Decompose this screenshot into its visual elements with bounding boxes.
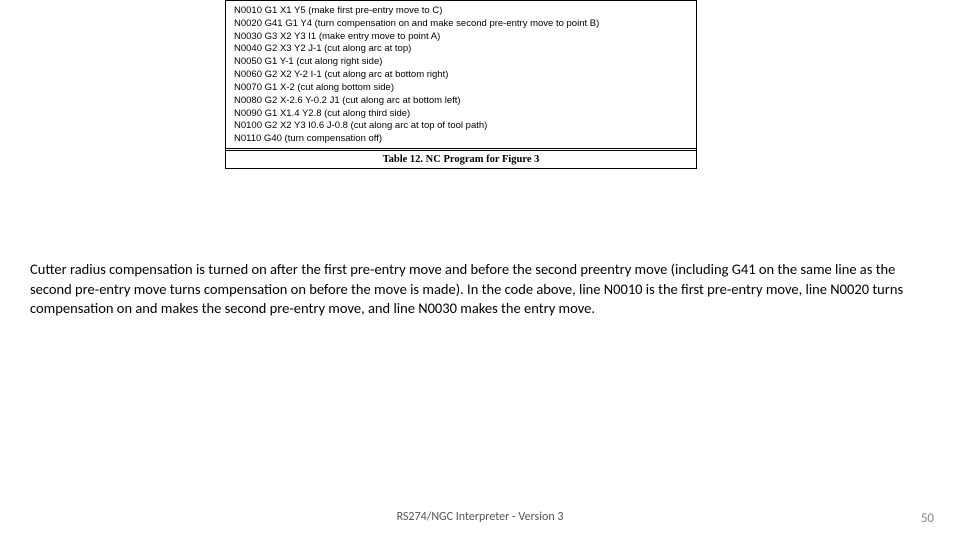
- code-line: N0070 G1 X-2 (cut along bottom side): [234, 82, 688, 95]
- code-comment: (cut along right side): [296, 56, 382, 67]
- footer-center: RS274/NGC Interpreter - Version 3: [0, 510, 960, 524]
- table-caption: Table 12. NC Program for Figure 3: [226, 151, 696, 168]
- code-line: N0110 G40 (turn compensation off): [234, 133, 688, 146]
- code-line: N0090 G1 X1.4 Y2.8 (cut along third side…: [234, 108, 688, 121]
- code-cmd: N0010 G1 X1 Y5: [234, 5, 306, 16]
- code-comment: (make entry move to point A): [319, 31, 440, 42]
- code-comment: (cut along arc at top): [324, 43, 411, 54]
- code-comment: (turn compensation off): [285, 133, 383, 144]
- code-line: N0040 G2 X3 Y2 J-1 (cut along arc at top…: [234, 43, 688, 56]
- code-cmd: N0020 G41 G1 Y4: [234, 18, 312, 29]
- page-number: 50: [921, 511, 934, 526]
- code-comment: (cut along arc at bottom left): [342, 95, 460, 106]
- code-comment: (make first pre-entry move to C): [308, 5, 442, 16]
- code-cmd: N0100 G2 X2 Y3 I0.6 J-0.8: [234, 120, 348, 131]
- code-block: N0010 G1 X1 Y5 (make first pre-entry mov…: [226, 1, 696, 151]
- body-paragraph: Cutter radius compensation is turned on …: [30, 260, 932, 319]
- code-cmd: N0030 G3 X2 Y3 I1: [234, 31, 316, 42]
- code-cmd: N0050 G1 Y-1: [234, 56, 294, 67]
- code-comment: (cut along arc at bottom right): [324, 69, 448, 80]
- code-line: N0030 G3 X2 Y3 I1 (make entry move to po…: [234, 31, 688, 44]
- code-cmd: N0040 G2 X3 Y2 J-1: [234, 43, 322, 54]
- code-comment: (cut along third side): [324, 108, 410, 119]
- code-line: N0020 G41 G1 Y4 (turn compensation on an…: [234, 18, 688, 31]
- code-line: N0010 G1 X1 Y5 (make first pre-entry mov…: [234, 5, 688, 18]
- code-line: N0100 G2 X2 Y3 I0.6 J-0.8 (cut along arc…: [234, 120, 688, 133]
- code-cmd: N0080 G2 X-2.6 Y-0.2 J1: [234, 95, 340, 106]
- code-comment: (cut along arc at top of tool path): [351, 120, 488, 131]
- code-comment: (turn compensation on and make second pr…: [315, 18, 600, 29]
- code-comment: (cut along bottom side): [297, 82, 394, 93]
- code-line: N0080 G2 X-2.6 Y-0.2 J1 (cut along arc a…: [234, 95, 688, 108]
- nc-program-table: N0010 G1 X1 Y5 (make first pre-entry mov…: [225, 0, 697, 169]
- code-line: N0060 G2 X2 Y-2 I-1 (cut along arc at bo…: [234, 69, 688, 82]
- code-cmd: N0060 G2 X2 Y-2 I-1: [234, 69, 322, 80]
- code-cmd: N0110 G40: [234, 133, 282, 144]
- code-cmd: N0070 G1 X-2: [234, 82, 295, 93]
- code-line: N0050 G1 Y-1 (cut along right side): [234, 56, 688, 69]
- code-cmd: N0090 G1 X1.4 Y2.8: [234, 108, 322, 119]
